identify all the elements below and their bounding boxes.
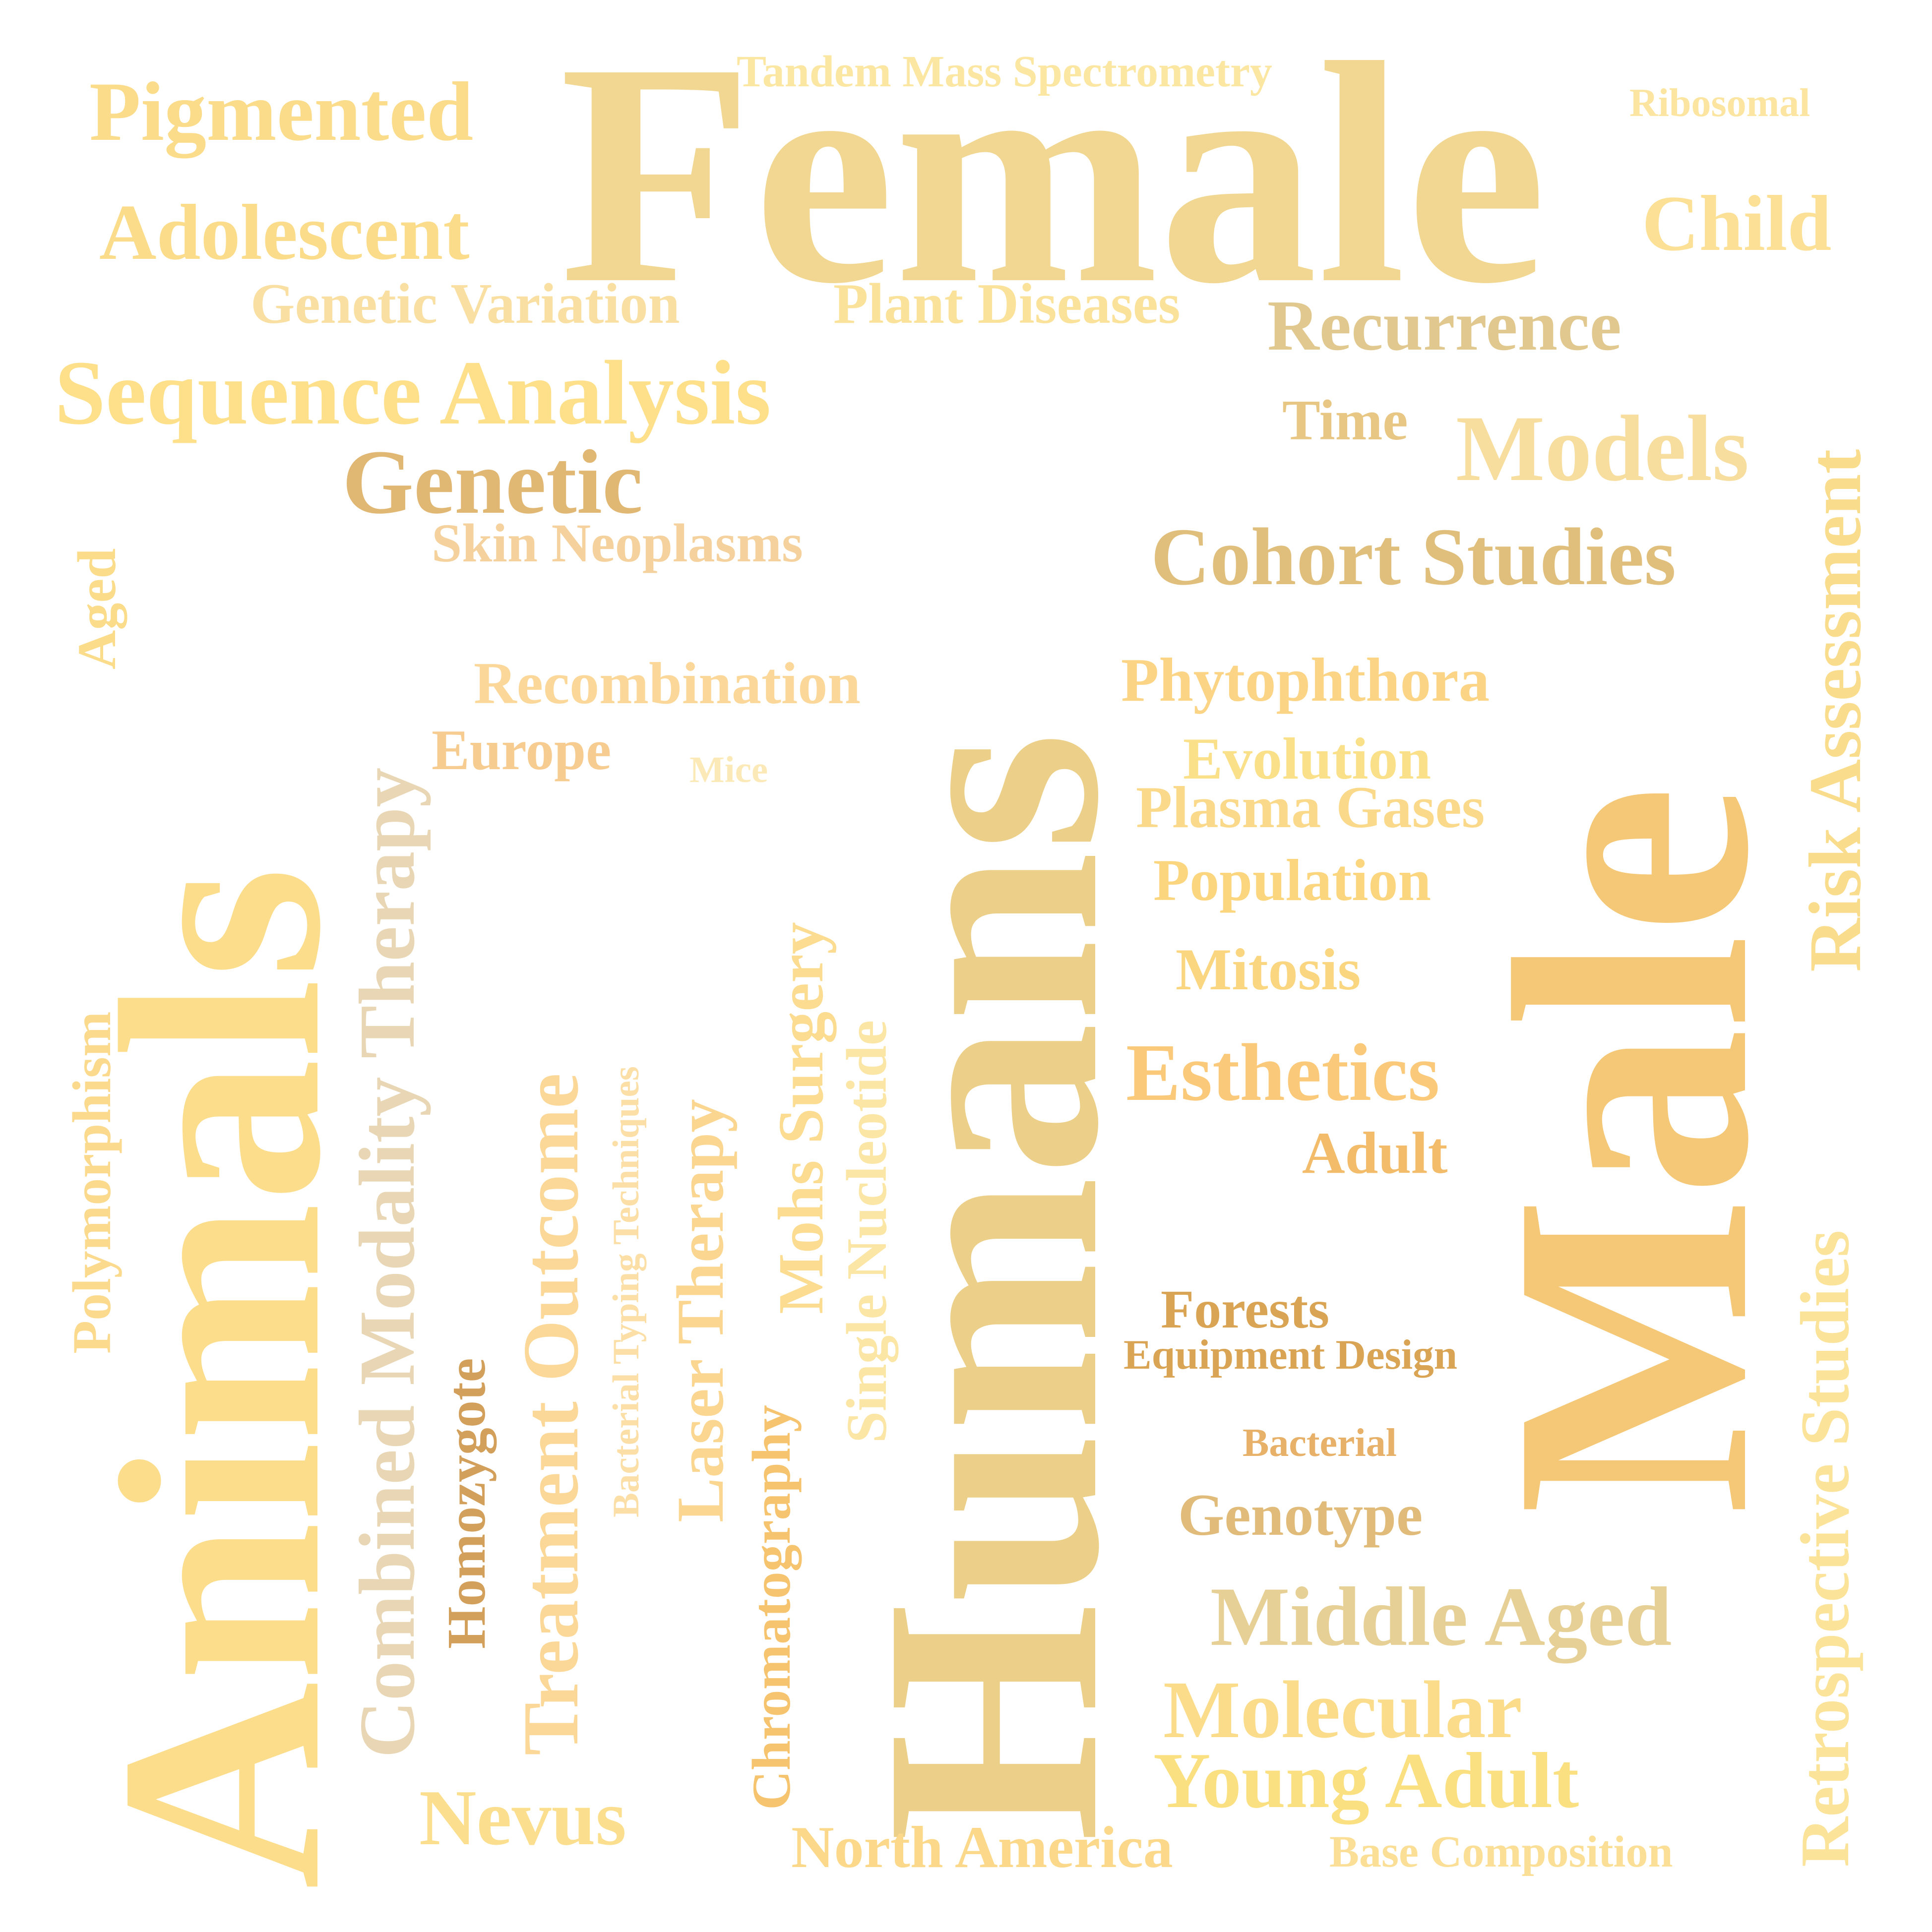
- word-bacterial: Bacterial: [1243, 1421, 1397, 1465]
- word-models: Models: [1456, 397, 1749, 501]
- word-europe: Europe: [432, 719, 612, 782]
- word-chromatography: Chromatography: [741, 1405, 802, 1810]
- word-homozygote: Homozygote: [436, 1358, 497, 1649]
- word-esthetics: Esthetics: [1126, 1027, 1440, 1118]
- word-nevus: Nevus: [419, 1773, 626, 1862]
- word-molecular: Molecular: [1163, 1664, 1522, 1755]
- word-north-america: North America: [791, 1814, 1173, 1880]
- word-adult: Adult: [1302, 1120, 1448, 1186]
- word-population: Population: [1153, 847, 1432, 913]
- word-genetic: Genetic: [342, 431, 643, 533]
- word-middle-aged: Middle Aged: [1210, 1570, 1672, 1663]
- word-genetic-variation: Genetic Variation: [250, 272, 680, 335]
- word-young-adult: Young Adult: [1153, 1736, 1579, 1824]
- word-phytophthora: Phytophthora: [1121, 646, 1490, 715]
- word-single-nucleotide: Single Nucleotide: [835, 1020, 898, 1443]
- word-polymorphism: Polymorphism: [62, 1011, 122, 1354]
- word-tandem-mass-spectrometry: Tandem Mass Spectrometry: [737, 47, 1272, 96]
- word-male: Male: [1445, 785, 1818, 1515]
- word-mitosis: Mitosis: [1176, 936, 1361, 1002]
- word-base-composition: Base Composition: [1329, 1827, 1673, 1876]
- word-treatment-outcome: Treatment Outcome: [506, 1073, 595, 1755]
- word-plant-diseases: Plant Diseases: [833, 272, 1181, 335]
- word-ribosomal: Ribosomal: [1629, 81, 1810, 125]
- word-sequence-analysis: Sequence Analysis: [55, 342, 771, 444]
- word-evolution: Evolution: [1183, 725, 1432, 791]
- word-retrospective-studies: Retrospective Studies: [1787, 1230, 1864, 1867]
- word-cohort-studies: Cohort Studies: [1151, 511, 1676, 602]
- word-combined-modality-therapy: Combined Modality Therapy: [343, 767, 431, 1758]
- word-female: Female: [560, 0, 1547, 349]
- word-plasma-gases: Plasma Gases: [1136, 774, 1485, 840]
- word-time: Time: [1282, 389, 1408, 452]
- word-aged: Aged: [66, 548, 127, 669]
- word-recombination: Recombination: [474, 650, 861, 716]
- word-risk-assessment: Risk Assessment: [1794, 449, 1876, 972]
- word-mice: Mice: [689, 749, 768, 790]
- word-equipment-design: Equipment Design: [1123, 1331, 1458, 1378]
- word-laser-therapy: Laser Therapy: [664, 1099, 738, 1522]
- word-pigmented: Pigmented: [89, 65, 474, 158]
- word-skin-neoplasms: Skin Neoplasms: [432, 513, 803, 573]
- word-genotype: Genotype: [1178, 1482, 1423, 1548]
- word-recurrence: Recurrence: [1267, 286, 1621, 365]
- word-adolescent: Adolescent: [99, 188, 470, 276]
- word-forests: Forests: [1161, 1279, 1330, 1339]
- word-child: Child: [1642, 179, 1832, 267]
- word-bacterial-typing-techniques: Bacterial Typing Techniques: [606, 1066, 647, 1517]
- word-mohs-surgery: Mohs Surgery: [765, 922, 837, 1314]
